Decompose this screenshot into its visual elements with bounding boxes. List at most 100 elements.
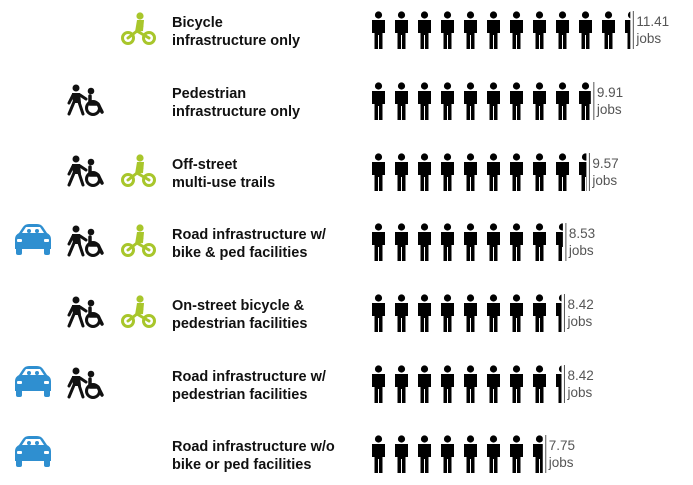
- unit-label: jobs: [635, 31, 661, 46]
- person-figure-mark: [556, 11, 569, 49]
- partial-figure-mark: [625, 11, 631, 49]
- person-figure-mark: [602, 11, 615, 49]
- unit-label: jobs: [566, 314, 592, 329]
- person-figure-mark: [464, 294, 477, 332]
- category-label: Road infrastructure w/pedestrian facilit…: [172, 369, 326, 403]
- bicycle-icon: [121, 12, 156, 45]
- bicycle-icon: [121, 154, 156, 187]
- value-label: 9.57: [592, 156, 618, 171]
- person-figure-mark: [441, 435, 454, 473]
- partial-figure-mark: [533, 435, 543, 473]
- person-figure-mark: [395, 294, 408, 332]
- person-figure-mark: [372, 435, 385, 473]
- person-figure-mark: [418, 11, 431, 49]
- person-figure-mark: [487, 365, 500, 403]
- pedestrian-wheelchair-icon: [67, 155, 104, 187]
- unit-label: jobs: [548, 455, 574, 470]
- person-figure-mark: [395, 365, 408, 403]
- chart-row: Road infrastructure w/o bike or ped facil…: [15, 435, 575, 473]
- person-figure-mark: [441, 223, 454, 261]
- person-figure-mark: [510, 82, 523, 120]
- chart-row: Road infrastructure w/pedestrian facilit…: [15, 365, 594, 403]
- person-figure-mark: [395, 435, 408, 473]
- person-figure-mark: [510, 435, 523, 473]
- person-figure-mark: [418, 435, 431, 473]
- category-label: Pedestrian infrastructure only: [172, 86, 300, 120]
- value-label: 7.75: [549, 438, 575, 453]
- bicycle-icon: [121, 224, 156, 257]
- pedestrian-wheelchair-icon: [67, 225, 104, 257]
- person-figure-mark: [395, 223, 408, 261]
- person-figure-mark: [464, 153, 477, 191]
- value-label: 8.53: [569, 226, 595, 241]
- unit-label: jobs: [596, 102, 622, 117]
- person-figure-mark: [418, 223, 431, 261]
- unit-label: jobs: [568, 243, 594, 258]
- person-figure-mark: [533, 11, 546, 49]
- person-figure-mark: [487, 435, 500, 473]
- partial-figure-mark: [556, 223, 563, 261]
- person-figure-mark: [372, 82, 385, 120]
- person-figure-mark: [533, 153, 546, 191]
- partial-figure-mark: [556, 365, 562, 403]
- person-figure-mark: [533, 223, 546, 261]
- person-figure-mark: [372, 365, 385, 403]
- value-label: 8.42: [567, 368, 593, 383]
- partial-figure-mark: [556, 294, 562, 332]
- category-label: Bicycle infrastructure only: [172, 15, 300, 49]
- person-figure-mark: [464, 82, 477, 120]
- pedestrian-wheelchair-icon: [67, 296, 104, 328]
- person-figure-mark: [510, 223, 523, 261]
- partial-figure-mark: [579, 153, 587, 191]
- person-figure-mark: [464, 11, 477, 49]
- person-figure-mark: [372, 294, 385, 332]
- person-figure-mark: [487, 153, 500, 191]
- person-figure-mark: [395, 82, 408, 120]
- partial-figure-mark: [579, 82, 591, 120]
- pedestrian-wheelchair-icon: [67, 367, 104, 399]
- person-figure-mark: [372, 223, 385, 261]
- person-figure-mark: [533, 365, 546, 403]
- pedestrian-wheelchair-icon: [67, 84, 104, 116]
- chart-row: Road infrastructure w/bike & ped facilit…: [15, 223, 595, 261]
- chart-row: On-street bicycle & pedestrian facilities…: [67, 294, 594, 332]
- person-figure-mark: [487, 82, 500, 120]
- person-figure-mark: [441, 11, 454, 49]
- person-figure-mark: [487, 294, 500, 332]
- value-label: 11.41: [636, 14, 669, 29]
- person-figure-mark: [441, 153, 454, 191]
- person-figure-mark: [533, 294, 546, 332]
- person-figure-mark: [579, 11, 592, 49]
- person-figure-mark: [395, 153, 408, 191]
- person-figure-mark: [556, 82, 569, 120]
- person-figure-mark: [510, 365, 523, 403]
- person-figure-mark: [418, 294, 431, 332]
- car-icon: [15, 436, 51, 467]
- person-figure-mark: [487, 223, 500, 261]
- bicycle-icon: [121, 295, 156, 328]
- person-figure-mark: [395, 11, 408, 49]
- person-figure-mark: [418, 153, 431, 191]
- person-figure-mark: [441, 294, 454, 332]
- category-label: Road infrastructure w/bike & ped facilit…: [172, 227, 326, 261]
- category-label: Road infrastructure w/o bike or ped facil…: [172, 439, 335, 473]
- person-figure-mark: [418, 365, 431, 403]
- unit-label: jobs: [566, 385, 592, 400]
- category-label: Off-street multi-use trails: [172, 157, 275, 191]
- person-figure-mark: [487, 11, 500, 49]
- car-icon: [15, 224, 51, 255]
- person-figure-mark: [510, 11, 523, 49]
- person-figure-mark: [510, 294, 523, 332]
- category-label: On-street bicycle & pedestrian facilities: [172, 298, 307, 332]
- person-figure-mark: [464, 365, 477, 403]
- value-label: 8.42: [567, 297, 593, 312]
- person-figure-mark: [372, 153, 385, 191]
- person-figure-mark: [372, 11, 385, 49]
- person-figure-mark: [510, 153, 523, 191]
- car-icon: [15, 366, 51, 397]
- chart-row: Pedestrian infrastructure only 9.91 jobs: [67, 82, 623, 120]
- person-figure-mark: [441, 82, 454, 120]
- person-figure-mark: [464, 223, 477, 261]
- person-figure-mark: [441, 365, 454, 403]
